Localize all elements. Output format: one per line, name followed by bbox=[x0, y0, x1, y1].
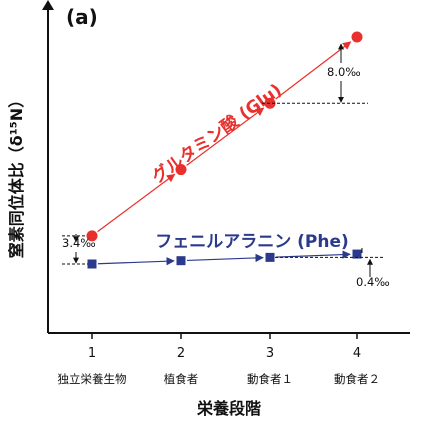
series-segment bbox=[275, 41, 352, 100]
x-tick-label: 2 bbox=[177, 346, 185, 361]
data-point bbox=[86, 230, 98, 242]
x-tick-label: 3 bbox=[266, 346, 274, 361]
data-point bbox=[176, 256, 186, 266]
x-category-label: 動食者１ bbox=[247, 372, 293, 386]
data-point bbox=[175, 164, 187, 176]
data-point bbox=[87, 259, 97, 269]
x-category-label: 独立栄養生物 bbox=[58, 372, 127, 386]
annotation-0-4: 0.4‰ bbox=[356, 275, 390, 289]
series-segment bbox=[186, 107, 265, 166]
x-tick-label: 1 bbox=[88, 346, 96, 361]
x-axis-label: 栄養段階 bbox=[196, 399, 261, 418]
x-ticks: 1 独立栄養生物 2 植食者 3 動食者１ 4 動食者２ bbox=[58, 333, 380, 386]
annotation-8-0: 8.0‰ bbox=[327, 65, 361, 79]
data-point bbox=[352, 249, 362, 259]
data-point bbox=[351, 31, 363, 43]
series-label-glu: グルタミン酸 (Glu) bbox=[148, 79, 286, 187]
series-segment bbox=[97, 257, 175, 266]
x-category-label: 植食者 bbox=[164, 372, 199, 386]
annotation-layer bbox=[62, 43, 385, 277]
x-tick-label: 4 bbox=[353, 346, 361, 361]
series-segment bbox=[275, 250, 351, 259]
x-category-label: 動食者２ bbox=[334, 372, 380, 386]
y-axis-label: 窒素同位体比（δ¹⁵N） bbox=[7, 92, 26, 258]
y-axis-arrow bbox=[42, 0, 54, 10]
annotation-3-4: 3.4‰ bbox=[62, 236, 96, 250]
series-segment bbox=[97, 173, 176, 233]
series-label-phe: フェニルアラニン (Phe) bbox=[155, 232, 349, 252]
series-segment bbox=[186, 253, 264, 263]
data-point bbox=[265, 252, 275, 262]
panel-label: (a) bbox=[66, 5, 98, 29]
